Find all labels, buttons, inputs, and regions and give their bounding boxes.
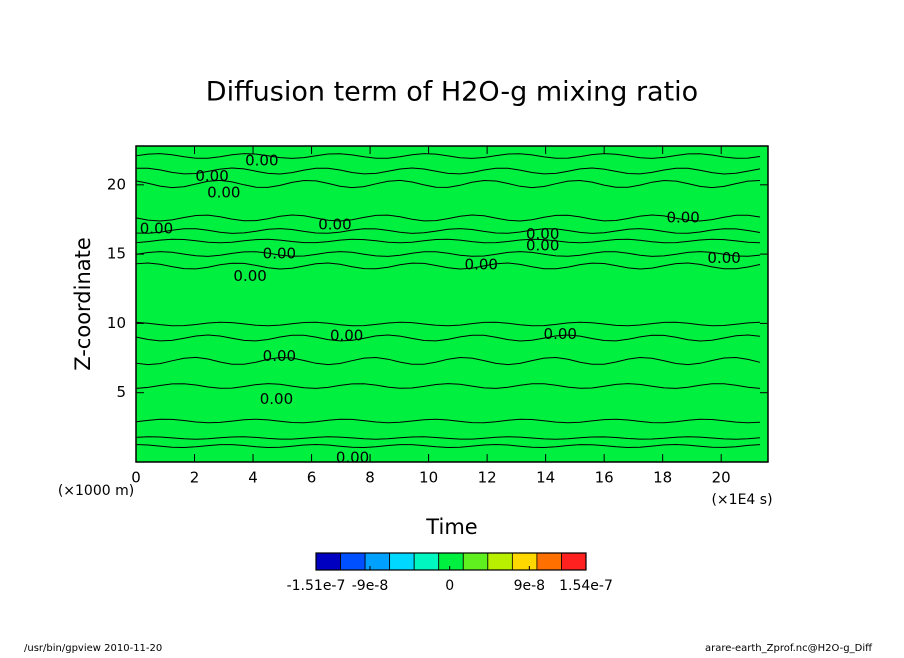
colorbar-label: -1.51e-7 bbox=[287, 578, 346, 594]
contour-line bbox=[135, 251, 761, 257]
contour-label: 0.00 bbox=[233, 267, 266, 285]
contour-label: 0.00 bbox=[666, 209, 699, 227]
contour-line bbox=[135, 321, 761, 327]
contour-line bbox=[135, 179, 761, 189]
x-unit: (×1E4 s) bbox=[711, 492, 772, 508]
chart-title: Diffusion term of H2O-g mixing ratio bbox=[206, 77, 698, 108]
contour-label: 0.00 bbox=[526, 225, 559, 243]
x-tick-label: 6 bbox=[307, 469, 317, 487]
colorbar-box bbox=[487, 552, 513, 571]
contour-label: 0.00 bbox=[245, 152, 278, 170]
y-tick-label: 10 bbox=[107, 314, 126, 332]
contour-label: 0.00 bbox=[207, 184, 240, 202]
x-tick-label: 0 bbox=[131, 469, 141, 487]
contour-line bbox=[135, 153, 761, 159]
field bbox=[136, 146, 768, 462]
contour-label: 0.00 bbox=[330, 326, 363, 344]
colorbar-frame bbox=[315, 552, 587, 571]
contour-line bbox=[135, 238, 761, 244]
contour-label: 0.00 bbox=[707, 249, 740, 267]
colorbar-box bbox=[340, 552, 366, 571]
colorbar-box bbox=[462, 552, 489, 571]
footer-right: arare-earth_Zprof.nc@H2O-g_Diff bbox=[705, 643, 873, 654]
colorbar-box bbox=[364, 552, 391, 571]
contour-label: 0.00 bbox=[544, 325, 577, 343]
x-tick-label: 2 bbox=[190, 469, 200, 487]
contour-line bbox=[135, 443, 761, 449]
y-tick-label: 20 bbox=[107, 175, 126, 193]
x-tick-label: 8 bbox=[365, 469, 375, 487]
contour-line bbox=[135, 167, 761, 175]
colorbar-box bbox=[536, 552, 562, 571]
colorbar-box bbox=[511, 552, 538, 571]
contour-line bbox=[135, 214, 761, 222]
x-tick-label: 18 bbox=[653, 469, 672, 487]
colorbar-box bbox=[438, 552, 464, 571]
contour-label: 0.00 bbox=[336, 448, 369, 466]
colorbar-box bbox=[389, 552, 415, 571]
y-tick-label: 5 bbox=[116, 383, 126, 401]
y-tick-label: 15 bbox=[107, 245, 126, 263]
plot-frame bbox=[135, 145, 769, 463]
contour-label: 0.00 bbox=[318, 216, 351, 234]
colorbar-box bbox=[561, 552, 587, 571]
contour-line bbox=[135, 262, 761, 270]
contour-label: 0.00 bbox=[263, 245, 296, 263]
colorbar-label: -9e-8 bbox=[352, 578, 389, 594]
x-tick-label: 12 bbox=[478, 469, 497, 487]
x-tick-label: 20 bbox=[712, 469, 731, 487]
contour-label: 0.00 bbox=[465, 256, 498, 274]
contour-line bbox=[135, 228, 761, 234]
x-tick-label: 10 bbox=[419, 469, 438, 487]
colorbar-label: 9e-8 bbox=[514, 578, 545, 594]
x-tick-label: 16 bbox=[595, 469, 614, 487]
footer-left: /usr/bin/gpview 2010-11-20 bbox=[24, 643, 162, 654]
contour-line bbox=[135, 356, 761, 366]
contour-line bbox=[135, 383, 761, 389]
x-axis-label: Time bbox=[425, 515, 477, 539]
x-tick-label: 4 bbox=[248, 469, 258, 487]
colorbar-box bbox=[315, 552, 341, 571]
contour-line bbox=[135, 418, 761, 424]
y-axis-label: Z-coordinate bbox=[71, 237, 95, 371]
colorbar-label: 1.54e-7 bbox=[559, 578, 613, 594]
contour-label: 0.00 bbox=[260, 390, 293, 408]
colorbar-label: 0 bbox=[445, 578, 454, 594]
contour-line bbox=[135, 334, 761, 342]
contour-label: 0.00 bbox=[263, 347, 296, 365]
contour-line bbox=[135, 436, 761, 440]
x-tick-label: 14 bbox=[536, 469, 555, 487]
colorbar-box bbox=[413, 552, 440, 571]
contour-label: 0.00 bbox=[140, 220, 173, 238]
y-unit: (×1000 m) bbox=[58, 483, 134, 499]
contour-label: 0.00 bbox=[195, 167, 228, 185]
contour-label: 0.00 bbox=[526, 236, 559, 254]
